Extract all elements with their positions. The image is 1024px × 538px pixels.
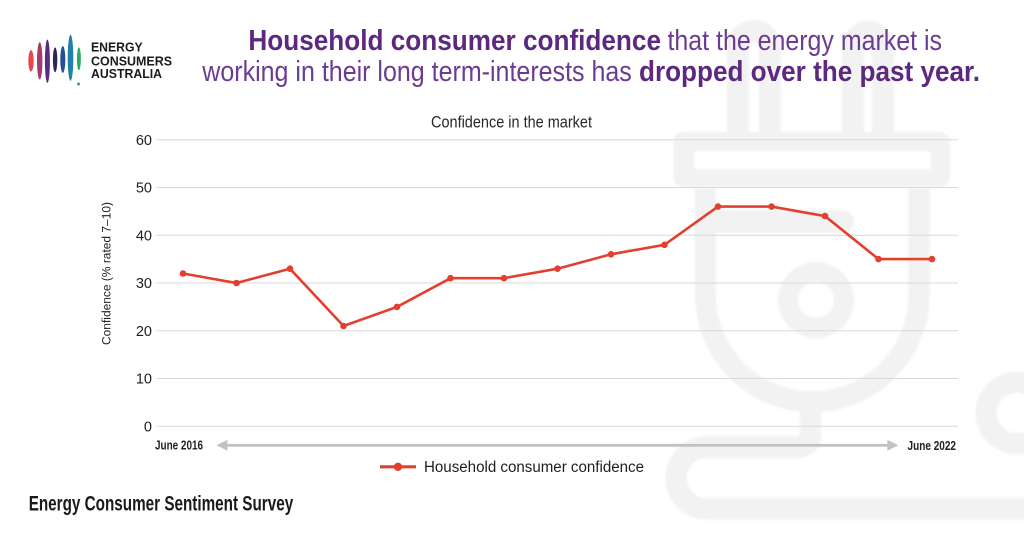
svg-text:20: 20: [136, 324, 152, 340]
svg-text:Household consumer confidence: Household consumer confidence: [424, 459, 644, 476]
svg-text:June 2022: June 2022: [908, 438, 957, 453]
svg-text:Energy Consumer Sentiment Surv: Energy Consumer Sentiment Survey: [29, 491, 294, 515]
svg-text:AUSTRALIA: AUSTRALIA: [91, 66, 162, 81]
svg-text:Confidence (% rated 7–10): Confidence (% rated 7–10): [102, 202, 114, 345]
svg-text:June 2016: June 2016: [155, 438, 203, 453]
svg-text:working in their long term-int: working in their long term-interests has: [201, 56, 631, 88]
svg-text:50: 50: [136, 181, 152, 197]
svg-text:ENERGY: ENERGY: [91, 40, 143, 55]
svg-text:40: 40: [136, 228, 152, 244]
svg-text:60: 60: [136, 133, 152, 149]
svg-text:30: 30: [136, 276, 152, 292]
svg-text:that the energy market is: that the energy market is: [668, 25, 943, 57]
svg-text:0: 0: [144, 420, 152, 436]
svg-text:Household consumer confidence: Household consumer confidence: [248, 25, 661, 57]
svg-text:CONSUMERS: CONSUMERS: [91, 53, 172, 68]
svg-text:dropped over the past year.: dropped over the past year.: [639, 56, 980, 88]
svg-text:10: 10: [136, 372, 152, 388]
svg-text:Confidence in the market: Confidence in the market: [431, 113, 592, 131]
